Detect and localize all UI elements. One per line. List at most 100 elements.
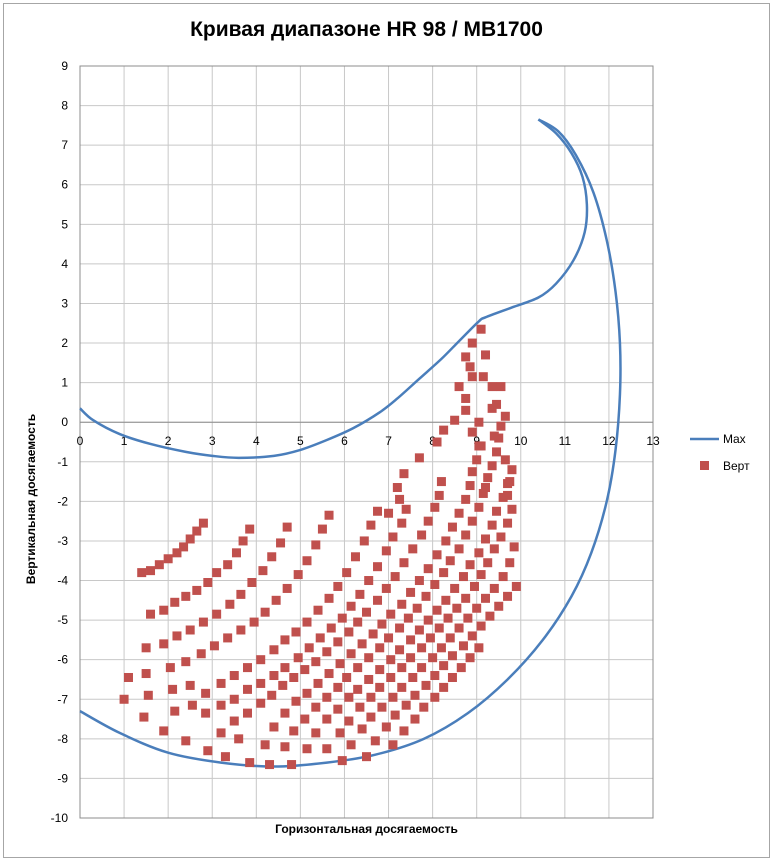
data-point-vert bbox=[245, 758, 255, 768]
data-point-vert bbox=[260, 607, 270, 617]
data-point-vert bbox=[434, 623, 444, 633]
data-point-vert bbox=[159, 605, 169, 615]
data-point-vert bbox=[467, 338, 477, 348]
data-point-vert bbox=[123, 672, 133, 682]
data-point-vert bbox=[317, 524, 327, 534]
data-point-vert bbox=[322, 647, 332, 657]
data-point-vert bbox=[302, 556, 312, 566]
data-point-vert bbox=[500, 411, 510, 421]
data-point-vert bbox=[439, 568, 449, 578]
data-point-vert bbox=[170, 597, 180, 607]
data-point-vert bbox=[397, 682, 407, 692]
data-point-vert bbox=[384, 508, 394, 518]
data-point-vert bbox=[392, 483, 402, 493]
data-point-vert bbox=[476, 441, 486, 451]
data-point-vert bbox=[313, 605, 323, 615]
data-point-vert bbox=[280, 742, 290, 752]
data-point-vert bbox=[216, 728, 226, 738]
x-tick-label: 9 bbox=[473, 434, 480, 448]
data-point-vert bbox=[289, 726, 299, 736]
data-point-vert bbox=[256, 698, 266, 708]
data-point-vert bbox=[234, 734, 244, 744]
data-point-vert bbox=[430, 579, 440, 589]
data-point-vert bbox=[302, 744, 312, 754]
x-tick-label: 7 bbox=[385, 434, 392, 448]
y-tick-label: 0 bbox=[61, 415, 68, 429]
data-point-vert bbox=[276, 538, 286, 548]
data-point-vert bbox=[399, 469, 409, 479]
data-point-vert bbox=[417, 663, 427, 673]
data-point-vert bbox=[481, 483, 491, 493]
data-point-vert bbox=[366, 712, 376, 722]
data-point-vert bbox=[119, 694, 129, 704]
data-point-vert bbox=[458, 572, 468, 582]
data-point-vert bbox=[229, 671, 239, 681]
data-point-vert bbox=[141, 643, 151, 653]
data-point-vert bbox=[386, 609, 396, 619]
data-point-vert bbox=[198, 518, 208, 528]
data-point-vert bbox=[249, 617, 259, 627]
data-point-vert bbox=[445, 633, 455, 643]
data-point-vert bbox=[165, 663, 175, 673]
data-point-vert bbox=[333, 581, 343, 591]
data-point-vert bbox=[357, 639, 367, 649]
y-tick-label: 3 bbox=[61, 296, 68, 310]
data-point-vert bbox=[507, 504, 517, 514]
y-tick-label: -3 bbox=[57, 534, 68, 548]
data-point-vert bbox=[503, 490, 513, 500]
data-point-vert bbox=[362, 752, 371, 762]
data-point-vert bbox=[399, 558, 409, 568]
data-point-vert bbox=[487, 403, 497, 413]
x-tick-label: 6 bbox=[341, 434, 348, 448]
data-point-vert bbox=[333, 682, 343, 692]
data-point-vert bbox=[406, 635, 416, 645]
data-point-vert bbox=[373, 595, 383, 605]
data-point-vert bbox=[201, 688, 211, 698]
y-tick-label: -8 bbox=[57, 732, 68, 746]
data-point-vert bbox=[278, 680, 288, 690]
data-point-vert bbox=[478, 372, 488, 382]
data-point-vert bbox=[322, 744, 332, 754]
data-point-vert bbox=[487, 520, 497, 530]
data-point-vert bbox=[269, 671, 279, 681]
data-point-vert bbox=[456, 663, 466, 673]
data-point-vert bbox=[181, 657, 191, 667]
data-point-vert bbox=[203, 578, 213, 588]
data-point-vert bbox=[282, 583, 292, 593]
data-point-vert bbox=[223, 633, 233, 643]
data-point-vert bbox=[381, 722, 391, 732]
x-tick-label: 12 bbox=[602, 434, 616, 448]
data-point-vert bbox=[487, 382, 497, 392]
data-point-vert bbox=[229, 716, 239, 726]
data-point-vert bbox=[185, 534, 195, 544]
data-point-vert bbox=[414, 625, 424, 635]
data-point-vert bbox=[386, 672, 396, 682]
data-point-vert bbox=[373, 562, 383, 572]
data-point-vert bbox=[509, 542, 519, 552]
data-point-vert bbox=[324, 593, 334, 603]
data-point-vert bbox=[364, 674, 374, 684]
data-point-vert bbox=[335, 659, 345, 669]
data-point-vert bbox=[443, 613, 453, 623]
legend-marker-vert bbox=[700, 461, 709, 470]
data-point-vert bbox=[324, 510, 334, 520]
data-point-vert bbox=[478, 488, 488, 498]
data-point-vert bbox=[201, 708, 211, 718]
data-point-vert bbox=[326, 623, 336, 633]
data-point-vert bbox=[505, 558, 515, 568]
data-point-vert bbox=[406, 653, 416, 663]
data-point-vert bbox=[489, 544, 499, 554]
data-point-vert bbox=[465, 653, 475, 663]
y-tick-label: 5 bbox=[61, 217, 68, 231]
data-point-vert bbox=[256, 655, 266, 665]
y-tick-label: -5 bbox=[57, 613, 68, 627]
data-point-vert bbox=[434, 490, 444, 500]
data-point-vert bbox=[139, 712, 149, 722]
y-tick-label: 7 bbox=[61, 138, 68, 152]
data-point-vert bbox=[465, 560, 475, 570]
data-point-vert bbox=[293, 570, 303, 580]
y-tick-label: -1 bbox=[57, 455, 68, 469]
y-tick-label: 8 bbox=[61, 99, 68, 113]
data-point-vert bbox=[414, 453, 424, 463]
